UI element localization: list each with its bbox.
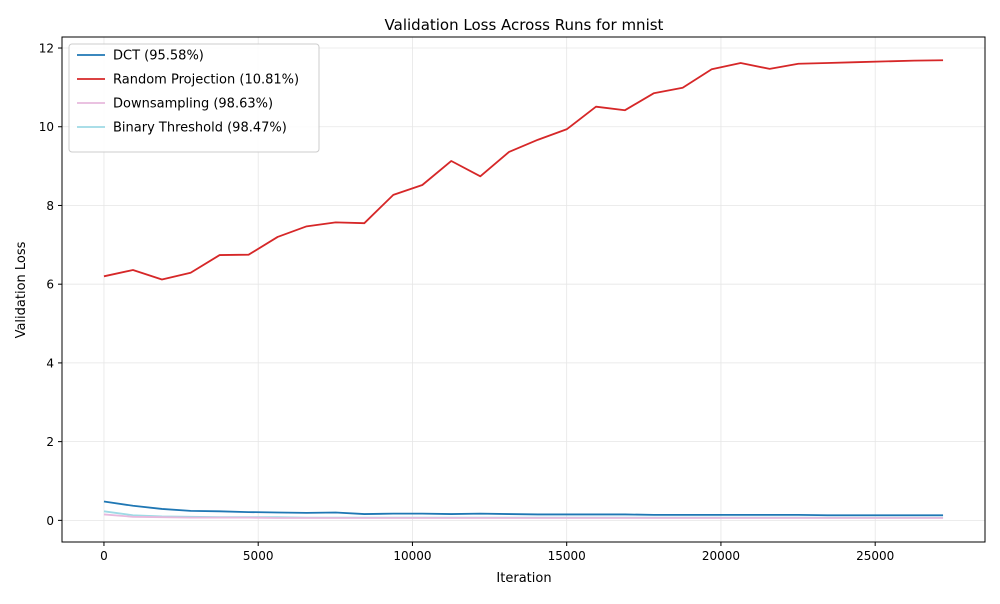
series-lines: [103, 59, 944, 519]
legend-label: Downsampling (98.63%): [113, 97, 273, 112]
x-tick-label: 25000: [856, 549, 894, 563]
x-tick-label: 15000: [548, 549, 586, 563]
x-tick-label: 5000: [243, 549, 274, 563]
y-tick-label: 6: [46, 278, 54, 292]
y-axis-label: Validation Loss: [14, 241, 29, 338]
x-tick-label: 10000: [393, 549, 431, 563]
grid: [62, 37, 985, 542]
x-tick-label: 0: [100, 549, 108, 563]
x-axis-ticks: 0 5000 10000 15000 20000 25000: [100, 542, 894, 563]
series-line-random-projection: [103, 59, 944, 281]
plot-frame: [61, 36, 986, 543]
legend-box: [68, 43, 320, 153]
chart-title: Validation Loss Across Runs for mnist: [385, 16, 664, 34]
legend-label: DCT (95.58%): [113, 49, 204, 64]
series-line-dct: [103, 500, 944, 517]
x-axis-label: Iteration: [496, 571, 551, 586]
y-tick-label: 8: [46, 199, 54, 213]
legend-label: Binary Threshold (98.47%): [113, 121, 287, 136]
x-tick-label: 20000: [702, 549, 740, 563]
y-tick-label: 2: [46, 435, 54, 449]
legend-label: Random Projection (10.81%): [113, 73, 299, 88]
legend: DCT (95.58%) Random Projection (10.81%) Do…: [68, 43, 320, 153]
y-tick-label: 0: [46, 514, 54, 528]
y-tick-label: 12: [39, 42, 54, 56]
y-axis-ticks: 0 2 4 6 8 10 12: [39, 42, 62, 528]
y-tick-label: 10: [39, 120, 54, 134]
y-tick-label: 4: [46, 356, 54, 370]
series-line-downsampling: [103, 513, 944, 519]
